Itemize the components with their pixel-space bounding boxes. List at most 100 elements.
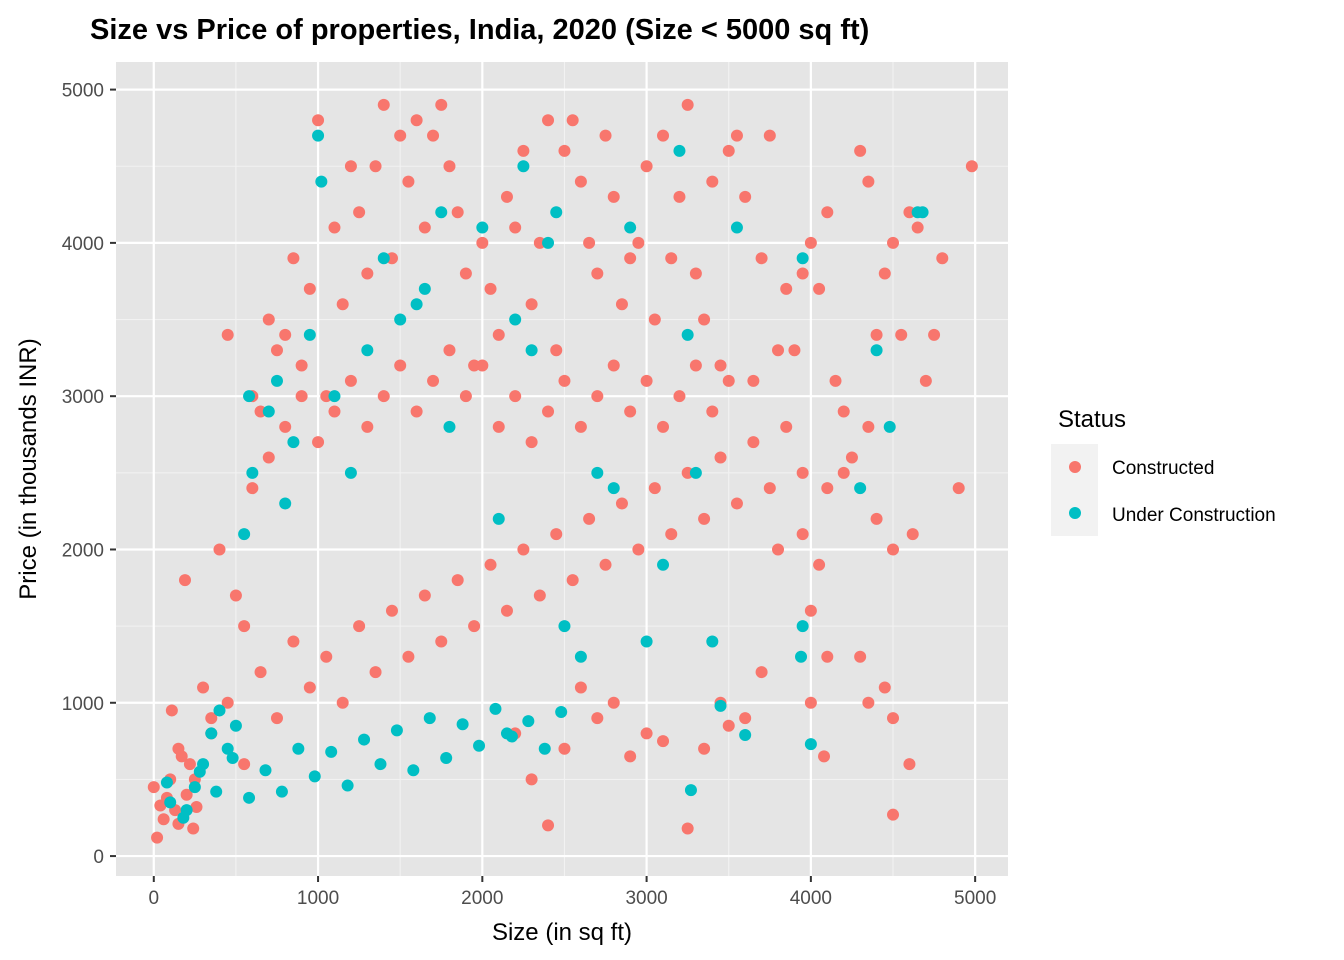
data-point bbox=[657, 558, 670, 571]
data-point bbox=[443, 420, 456, 433]
legend-key-constructed bbox=[1069, 461, 1081, 473]
legend-title: Status bbox=[1058, 406, 1126, 433]
data-point bbox=[780, 420, 793, 433]
legend-key-background bbox=[1051, 444, 1098, 536]
data-point bbox=[157, 813, 170, 826]
data-point bbox=[254, 405, 267, 418]
data-point bbox=[854, 144, 867, 157]
data-point bbox=[730, 221, 743, 234]
data-point bbox=[229, 589, 242, 602]
data-point bbox=[558, 742, 571, 755]
data-point bbox=[615, 497, 628, 510]
data-point bbox=[550, 206, 563, 219]
data-point bbox=[772, 344, 785, 357]
data-point bbox=[500, 190, 513, 203]
data-point bbox=[796, 267, 809, 280]
data-point bbox=[197, 681, 210, 694]
data-point bbox=[312, 436, 325, 449]
data-point bbox=[747, 374, 760, 387]
data-point bbox=[813, 282, 826, 295]
data-point bbox=[837, 466, 850, 479]
data-point bbox=[522, 715, 535, 728]
data-point bbox=[188, 781, 201, 794]
data-point bbox=[887, 712, 900, 725]
data-point bbox=[665, 528, 678, 541]
data-point bbox=[344, 160, 357, 173]
data-point bbox=[542, 114, 555, 127]
data-point bbox=[312, 129, 325, 142]
data-point bbox=[747, 436, 760, 449]
data-point bbox=[911, 221, 924, 234]
data-point bbox=[492, 420, 505, 433]
data-point bbox=[353, 206, 366, 219]
data-point bbox=[599, 129, 612, 142]
data-point bbox=[706, 635, 719, 648]
data-point bbox=[377, 98, 390, 111]
data-point bbox=[591, 712, 604, 725]
data-point bbox=[684, 784, 697, 797]
data-point bbox=[550, 344, 563, 357]
data-point bbox=[418, 282, 431, 295]
data-point bbox=[903, 206, 916, 219]
data-point bbox=[583, 512, 596, 525]
data-point bbox=[500, 604, 513, 617]
data-point bbox=[887, 808, 900, 821]
data-point bbox=[755, 666, 768, 679]
data-point bbox=[862, 175, 875, 188]
data-point bbox=[624, 221, 637, 234]
data-point bbox=[385, 252, 398, 265]
data-point bbox=[517, 160, 530, 173]
data-point bbox=[673, 144, 686, 157]
data-point bbox=[270, 374, 283, 387]
data-point bbox=[574, 175, 587, 188]
data-point bbox=[295, 390, 308, 403]
data-point bbox=[698, 512, 711, 525]
data-point bbox=[525, 298, 538, 311]
data-point bbox=[698, 313, 711, 326]
data-point bbox=[325, 745, 338, 758]
data-point bbox=[287, 635, 300, 648]
data-point bbox=[517, 543, 530, 556]
data-point bbox=[538, 742, 551, 755]
data-point bbox=[804, 696, 817, 709]
data-point bbox=[476, 359, 489, 372]
data-point bbox=[657, 420, 670, 433]
data-point bbox=[394, 129, 407, 142]
data-point bbox=[591, 390, 604, 403]
data-point bbox=[308, 770, 321, 783]
data-point bbox=[525, 773, 538, 786]
data-point bbox=[640, 160, 653, 173]
data-point bbox=[796, 252, 809, 265]
data-point bbox=[279, 420, 292, 433]
data-point bbox=[509, 313, 522, 326]
data-point bbox=[870, 328, 883, 341]
data-point bbox=[632, 543, 645, 556]
data-point bbox=[221, 742, 234, 755]
y-tick-label: 2000 bbox=[62, 540, 104, 561]
data-point bbox=[210, 785, 223, 798]
data-point bbox=[558, 620, 571, 633]
data-point bbox=[657, 735, 670, 748]
data-point bbox=[648, 482, 661, 495]
data-point bbox=[681, 328, 694, 341]
data-point bbox=[657, 129, 670, 142]
data-point bbox=[303, 328, 316, 341]
data-point bbox=[213, 704, 226, 717]
data-point bbox=[315, 175, 328, 188]
data-point bbox=[813, 558, 826, 571]
data-point bbox=[295, 359, 308, 372]
data-point bbox=[681, 822, 694, 835]
data-point bbox=[492, 512, 505, 525]
data-point bbox=[435, 206, 448, 219]
data-point bbox=[336, 298, 349, 311]
series-under-construction bbox=[160, 129, 929, 824]
data-point bbox=[187, 822, 200, 835]
x-tick-label: 4000 bbox=[790, 888, 832, 909]
data-point bbox=[550, 528, 563, 541]
data-point bbox=[706, 405, 719, 418]
data-point bbox=[804, 604, 817, 617]
data-point bbox=[476, 236, 489, 249]
y-axis-title: Price (in thousands INR) bbox=[15, 338, 42, 599]
data-point bbox=[804, 236, 817, 249]
data-point bbox=[262, 313, 275, 326]
